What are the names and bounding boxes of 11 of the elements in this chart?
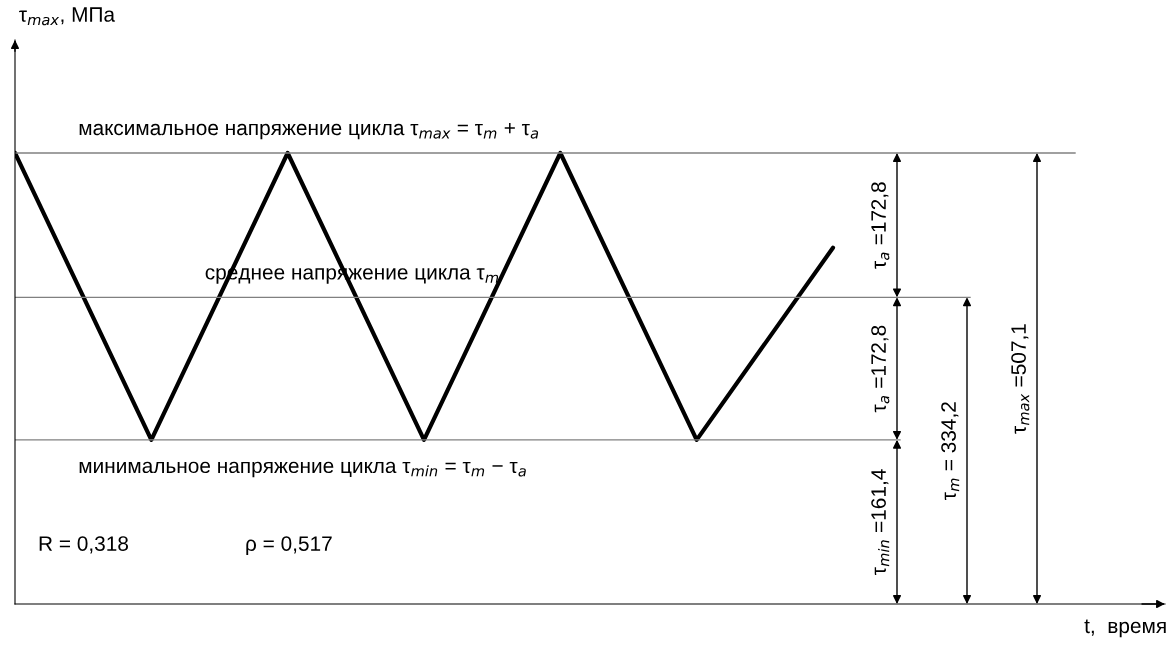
annotation: τ$_{a}$ =172,8 — [871, 182, 890, 269]
text: t, время — [1084, 619, 1166, 638]
text: τ$_{max}$ =507,1 — [1011, 324, 1030, 434]
annotation: τ$_{a}$ =172,8 — [871, 325, 890, 413]
text: τ$_{m}$ = 334,2 — [941, 402, 960, 500]
ref-line-label: максимальное напряжение цикла τ$_{max}$ = τ$_{m}$ + τ$_{a}$ — [79, 123, 539, 140]
text: τ$_{max}$, МПа — [19, 7, 116, 26]
annotation: R = 0,318 — [39, 536, 129, 554]
ref-line-label: минимальное напряжение цикла τ$_{min}$ = τ$_{m}$ − τ$_{a}$ — [79, 461, 526, 478]
annotation: τ$_{min}$ =161,4 — [871, 469, 890, 575]
annotation: ρ = 0,517 — [246, 536, 332, 556]
